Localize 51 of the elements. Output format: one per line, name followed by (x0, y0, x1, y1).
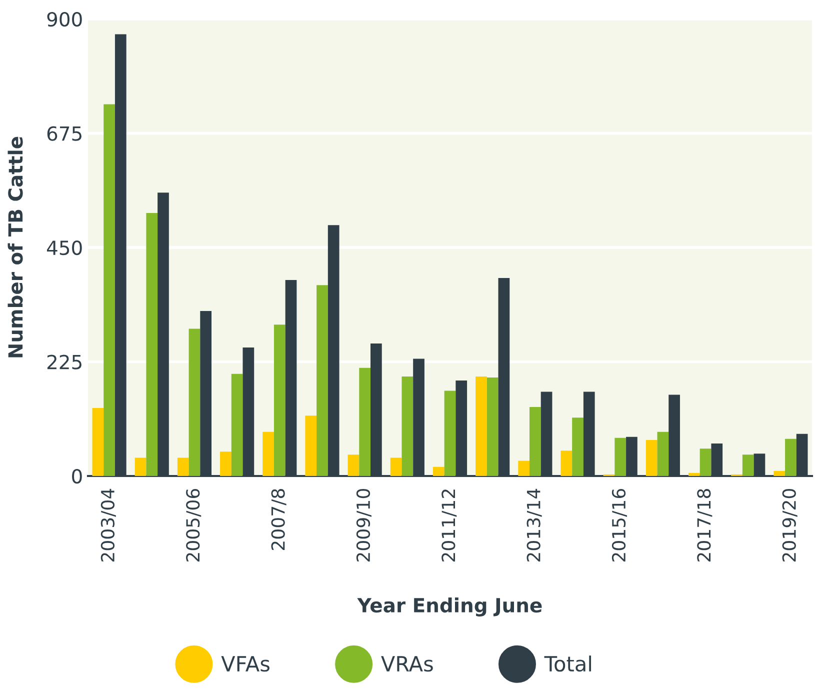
bar (742, 454, 754, 476)
x-tick-label: 2017/18 (697, 489, 712, 562)
bar (774, 470, 786, 476)
legend-label: Total (544, 656, 592, 672)
bar (785, 438, 796, 476)
bar (177, 458, 189, 476)
bar (146, 212, 158, 476)
x-tick-label: 2009/10 (356, 489, 372, 562)
x-axis-title: Year Ending June (357, 598, 542, 617)
bar (486, 377, 498, 476)
bar (572, 418, 584, 476)
bar (104, 104, 115, 476)
y-tick-label: 0 (72, 468, 82, 484)
y-tick-label: 225 (47, 354, 82, 370)
x-tick-label: 2005/06 (186, 488, 202, 562)
bar (530, 406, 541, 476)
bar (134, 458, 146, 476)
legend-label: VFAs (221, 656, 270, 672)
bar (476, 376, 487, 476)
y-tick-label: 900 (47, 12, 82, 27)
bar (348, 454, 360, 476)
bar (220, 452, 232, 476)
x-tick-label: 2015/16 (612, 488, 628, 562)
bar (188, 328, 200, 476)
bar (614, 438, 626, 476)
x-tick-label: 2013/14 (526, 488, 542, 562)
bar (432, 466, 444, 476)
bar (657, 432, 669, 476)
y-tick-label: 675 (47, 126, 82, 141)
bar (688, 472, 700, 476)
bar (274, 324, 286, 476)
bar (390, 458, 402, 476)
x-tick-label: 2003/04 (100, 488, 116, 562)
bar (646, 440, 658, 476)
x-tick-label: 2007/8 (271, 489, 286, 550)
y-axis-title: Number of TB Cattle (8, 136, 23, 358)
bar (92, 408, 104, 476)
x-tick-label: 2019/20 (782, 489, 798, 562)
bar (359, 368, 370, 476)
bar (444, 390, 456, 476)
bar (305, 416, 317, 476)
bar (402, 376, 414, 476)
bar (231, 374, 243, 476)
bar (316, 285, 328, 476)
legend-label: VRAs (381, 656, 433, 672)
bar (262, 432, 274, 476)
bar (518, 460, 530, 476)
bar (700, 448, 712, 476)
x-tick-label: 2011/12 (442, 490, 457, 562)
bar (560, 450, 572, 476)
y-tick-label: 450 (46, 240, 82, 256)
